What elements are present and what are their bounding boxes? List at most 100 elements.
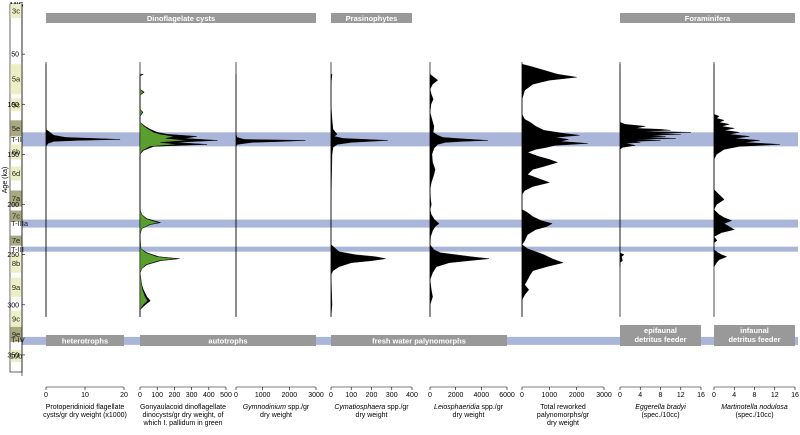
x-axes: 0 10 20 Protoperidinioid flagellatecysts/gr…: [43, 386, 799, 427]
termination-label: T-IIIa: [11, 219, 29, 228]
x-axis-label: Total reworked: [540, 404, 586, 411]
x-tick-label: 3000: [596, 392, 612, 399]
mis-stage-box: [10, 190, 22, 207]
x-axis-label: Gonyaulacoid dinoflagellate: [140, 404, 226, 411]
panel-8: [713, 62, 780, 317]
group-header-top-label: Foraminifera: [685, 14, 731, 23]
mis-stage-box: [10, 4, 22, 19]
x-tick-label: 2000: [569, 392, 585, 399]
x-tick-label: 10: [81, 392, 89, 399]
group-header-top-label: Dinoflagelate cysts: [147, 14, 215, 23]
x-axis-label: Protoperidinioid flagellate: [46, 404, 125, 411]
mis-stage-label: 7e: [12, 236, 20, 245]
mis-stage-label: 9c: [12, 314, 20, 323]
x-tick-label: 16: [791, 392, 799, 399]
x-axis-label: (spec./10cc): [641, 412, 679, 419]
group-header-top: [46, 13, 316, 23]
x-tick-label: 500: [220, 392, 232, 399]
x-axis-label-taxon: Leiosphaeridia: [434, 404, 480, 411]
x-axis-label: Martinotella nodulosa: [721, 404, 788, 411]
x-tick-label: 8: [659, 392, 663, 399]
x-tick-label: 4: [638, 392, 642, 399]
group-header-bottom-label: heterotrophs: [62, 337, 108, 346]
group-header-bottom: [620, 325, 701, 346]
mis-stage-box: [10, 277, 22, 297]
termination-label: T-III: [11, 245, 24, 254]
x-tick-label: 100: [345, 392, 357, 399]
x-axis-label: Cymatiosphaera spp./gr: [334, 404, 409, 411]
x-axis-label: cysts/gr dry weight (x1000): [43, 412, 127, 419]
termination-bands: [22, 132, 798, 345]
x-tick-label: 12: [677, 392, 685, 399]
x-axis-label-rest: spp./gr: [480, 404, 504, 411]
mis-stage-label: 7c: [12, 212, 20, 221]
mis-stage-label: 5e: [12, 124, 20, 133]
x-tick-label: 0: [329, 392, 333, 399]
group-header-bottom: [714, 325, 795, 346]
x-tick-label: 200: [366, 392, 378, 399]
x-tick-label: 300: [186, 392, 198, 399]
x-tick-label: 0: [44, 392, 48, 399]
group-header-bottom: [331, 335, 507, 346]
mis-stage-label: 9e: [12, 330, 20, 339]
panel-1: [45, 62, 121, 317]
group-header-top-label: Prasinophytes: [346, 14, 398, 23]
x-tick-label: 0: [520, 392, 524, 399]
mis-stage-box: [10, 120, 22, 137]
series-area: [713, 64, 780, 268]
age-tick-label: 50: [11, 52, 19, 59]
x-axis-label: which I. pallidum in green: [143, 420, 223, 427]
group-headers: Dinoflagelate cysts Prasinophytes Foramini…: [46, 13, 795, 346]
group-header-bottom-label: epifaunal: [644, 326, 677, 335]
x-tick-label: 100: [151, 392, 163, 399]
termination-label: T-IV: [11, 335, 25, 344]
group-header-bottom-label: autotrophs: [208, 337, 247, 346]
x-tick-label: 6000: [499, 392, 515, 399]
x-axis-label: dry weight: [260, 412, 292, 419]
termination-band: [22, 246, 798, 252]
series-area: [330, 73, 388, 317]
x-tick-label: 2000: [282, 392, 298, 399]
x-axis-label: dinocysts/gr dry weight, of: [143, 412, 224, 419]
mis-stage-box: [10, 210, 22, 222]
panel-6: [521, 62, 588, 317]
series-area: [235, 74, 306, 317]
x-axis-label: dry weight: [356, 412, 388, 419]
x-tick-label: 0: [618, 392, 622, 399]
panel-4: [330, 62, 388, 317]
x-tick-label: 4000: [474, 392, 490, 399]
x-tick-label: 12: [771, 392, 779, 399]
mis-stage-box: [10, 144, 22, 160]
x-axis-label-taxon: Cymatiosphaera: [334, 404, 385, 411]
series-area: [139, 73, 218, 317]
x-axis-label-taxon: Eggerella bradyi: [635, 404, 686, 411]
x-axis-label-taxon: Martinotella nodulosa: [721, 404, 788, 411]
x-axis-label-rest: spp./gr: [385, 404, 409, 411]
x-tick-label: 0: [138, 392, 142, 399]
mis-stage-box: [10, 235, 22, 246]
x-axis-label: Gymnodinium spp./gr: [243, 404, 310, 411]
x-axis-label: palynomorphs/gr: [537, 412, 590, 419]
age-tick-label: 250: [7, 252, 19, 259]
x-tick-label: 400: [406, 392, 418, 399]
mis-stage-box: [10, 310, 22, 327]
mis-stage-label: 6b: [12, 147, 20, 156]
x-tick-label: 0: [234, 392, 238, 399]
series-area-pallidum: [139, 73, 189, 317]
age-tick-label: 350: [7, 352, 19, 359]
x-tick-label: 20: [120, 392, 128, 399]
x-axis-label-taxon: Gymnodinium: [243, 404, 286, 411]
age-tick-label: 100: [7, 102, 19, 109]
panel-5: [429, 62, 490, 317]
x-tick-label: 1000: [542, 392, 558, 399]
x-tick-label: 3000: [308, 392, 324, 399]
mis-stage-label: 9a: [12, 283, 21, 292]
series-area: [521, 64, 588, 317]
x-tick-label: 1000: [255, 392, 271, 399]
mis-stage-box: [10, 64, 22, 95]
x-tick-label: 300: [386, 392, 398, 399]
panel-3: [235, 62, 306, 317]
panel-7: [619, 62, 691, 317]
mis-stage-label: 7a: [12, 194, 21, 203]
